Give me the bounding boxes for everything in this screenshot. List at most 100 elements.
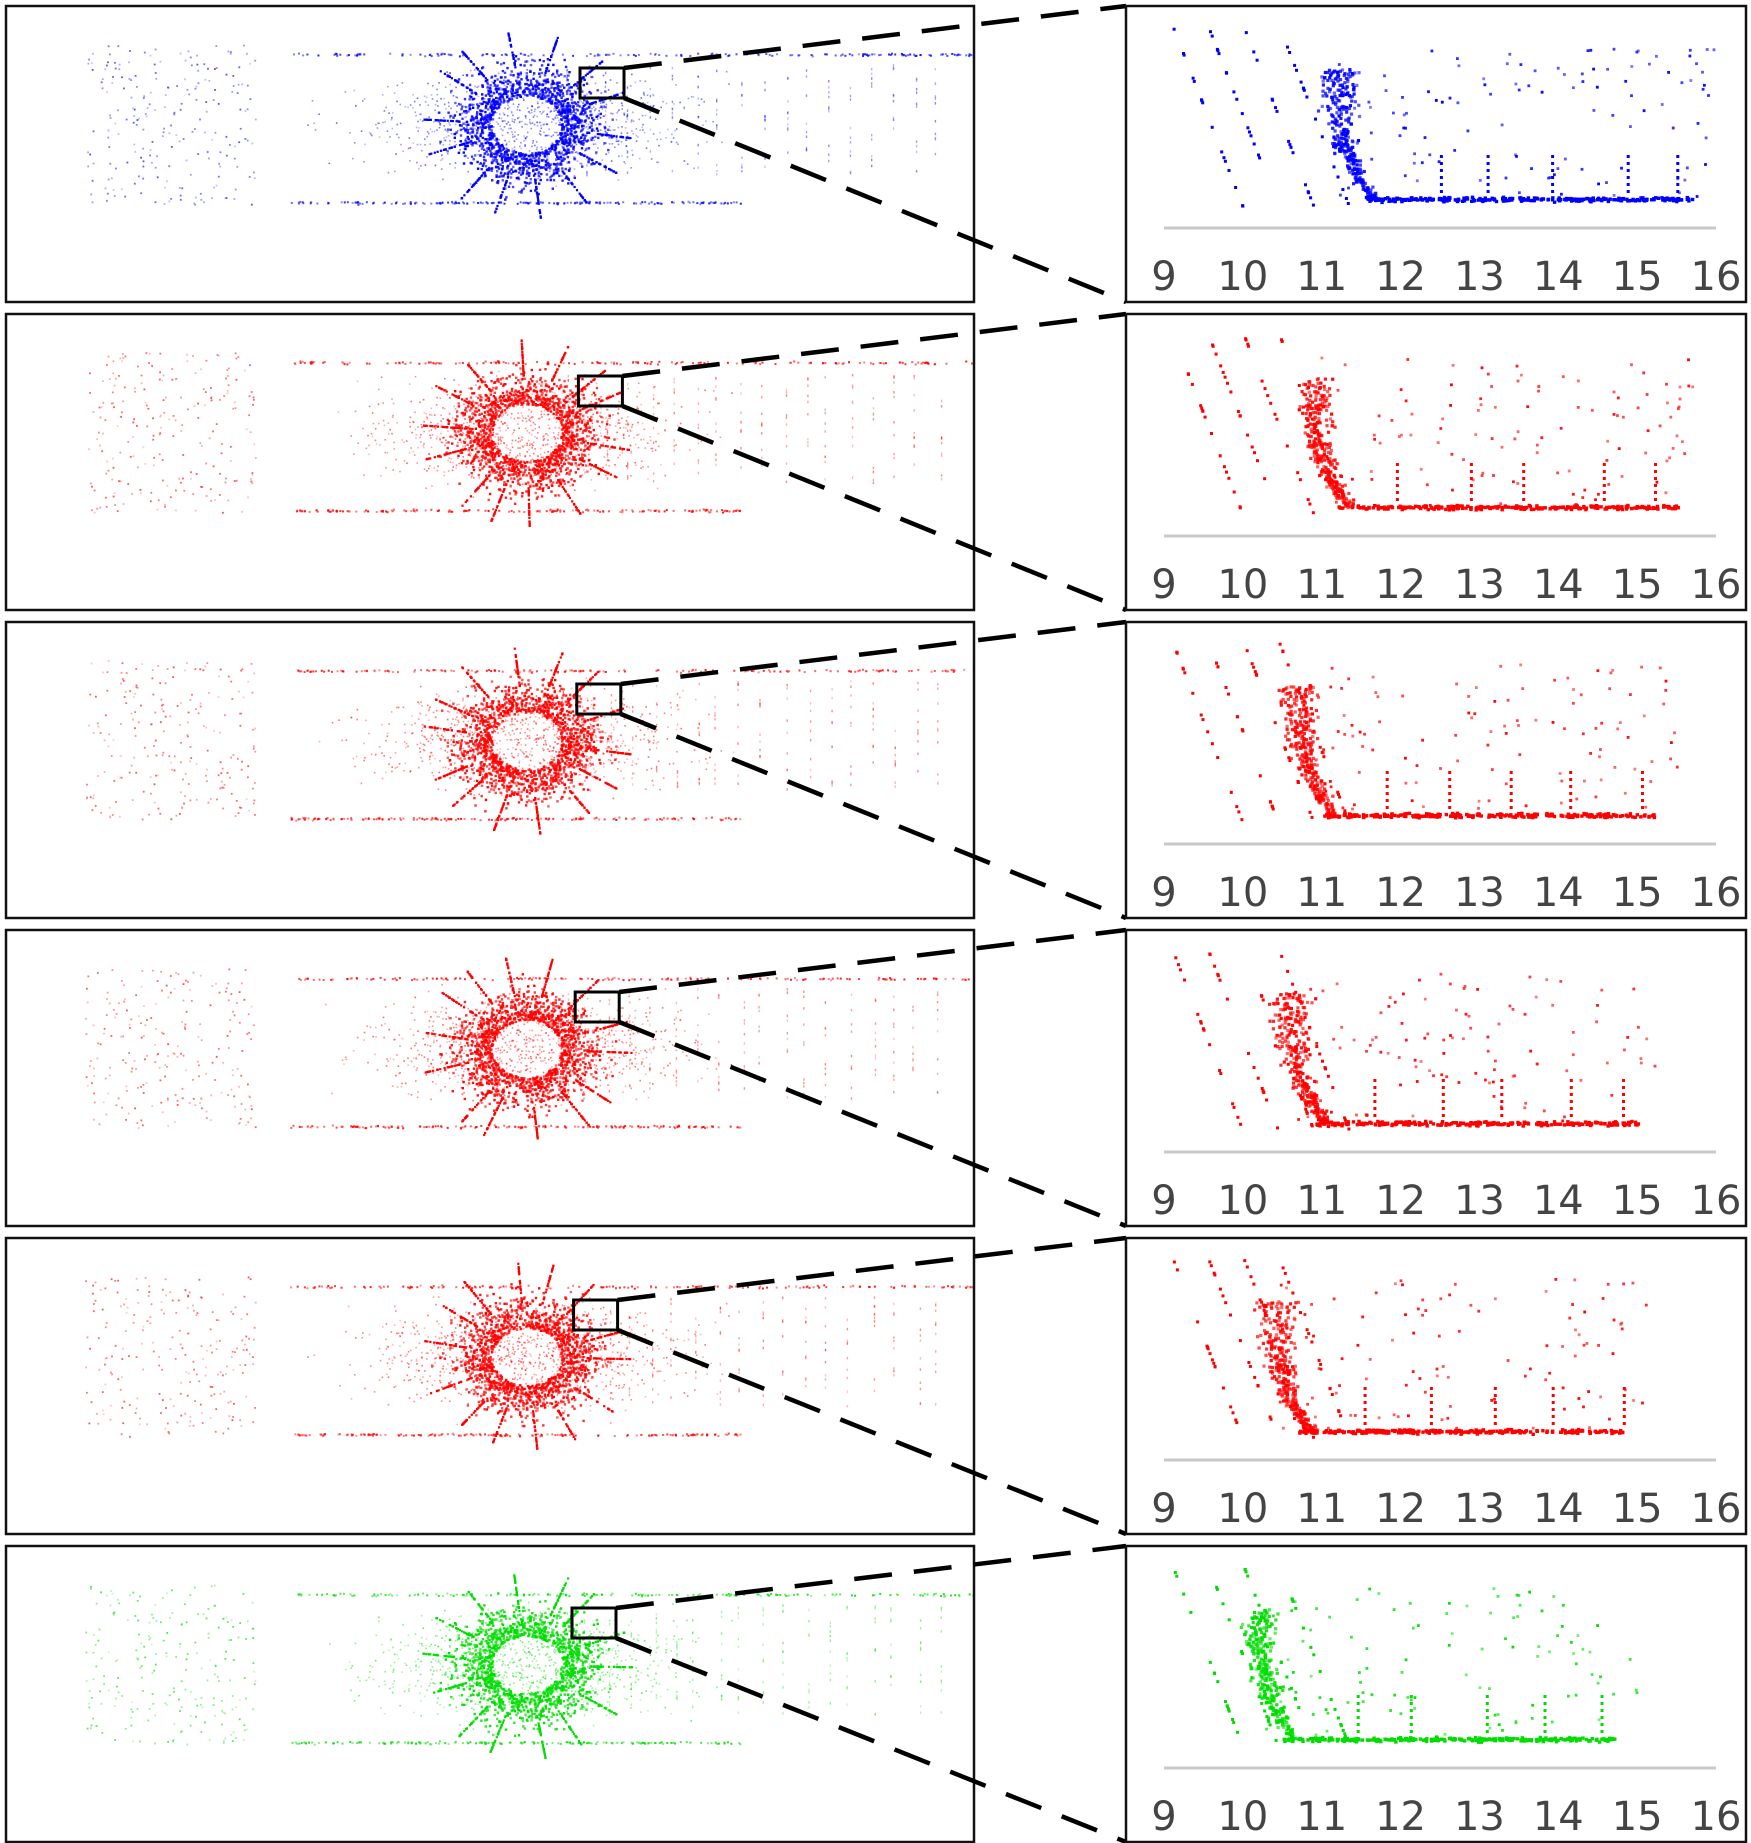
overview-point [536,155,538,158]
overview-point [578,105,581,107]
overview-point [467,157,469,159]
overview-point [173,111,176,114]
overview-point [596,53,599,56]
overview-point [516,390,519,393]
overview-point [482,75,486,78]
overview-point [583,108,586,111]
overview-point [455,111,458,113]
overview-point [527,166,531,170]
zoom-point [1508,52,1512,56]
zoom-point [1346,80,1350,84]
overview-point [542,158,545,162]
overview-point [413,100,416,103]
overview-point [594,135,597,138]
zoom-point [1323,76,1327,80]
overview-point [564,132,566,134]
overview-point [536,465,539,468]
overview-point [584,200,587,203]
overview-point [568,86,571,89]
overview-point [560,435,563,438]
overview-point [427,118,430,121]
overview-point [557,473,561,476]
overview-point [531,400,534,403]
overview-point [499,100,503,104]
overview-point [512,114,514,117]
overview-point [712,120,714,123]
overview-point [510,157,514,160]
overview-point [550,86,553,89]
overview-point [494,84,496,86]
overview-point [648,202,651,205]
overview-point [604,130,607,133]
overview-point [470,95,473,99]
overview-point [448,143,451,146]
overview-point [447,135,450,137]
overview-point [600,98,603,102]
overview-point [474,447,478,450]
overview-point [91,179,94,182]
overview-point [423,95,426,97]
zoom-point [1521,197,1526,201]
overview-point [528,154,532,158]
overview-point [554,151,557,154]
overview-point [566,105,568,108]
overview-point [494,157,497,160]
overview-point [901,54,904,57]
overview-point [509,157,512,159]
overview-point [188,93,191,96]
overview-point [484,79,488,83]
overview-point [539,130,542,132]
overview-point [450,77,453,80]
overview-point [508,37,511,40]
overview-point [430,55,433,58]
overview-point [573,126,576,129]
overview-point [468,83,472,87]
zoom-point [1326,70,1330,75]
overview-point [409,104,412,106]
overview-point [471,98,475,101]
overview-point [805,149,808,152]
overview-point [499,470,502,473]
overview-point [430,152,433,155]
overview-point [448,122,450,124]
overview-point [652,93,654,96]
overview-point [109,53,111,56]
overview-point [578,99,581,101]
zoom-point [1338,69,1342,73]
overview-point [708,202,711,205]
overview-point [548,147,551,150]
zoom-point [1349,112,1354,116]
overview-point [467,128,469,131]
overview-point [587,430,591,433]
zoom-point [1688,48,1692,52]
overview-point [486,168,489,171]
overview-point [526,69,529,71]
overview-point [501,134,504,137]
overview-point [913,53,916,56]
overview-point [550,102,553,105]
overview-point [576,87,580,90]
overview-point [462,162,466,165]
overview-point [205,110,208,113]
overview-point [569,141,572,144]
overview-point [454,123,457,126]
overview-point [574,136,577,139]
overview-point [502,173,506,177]
overview-point [478,420,482,423]
overview-point [504,181,507,185]
overview-point [518,80,521,82]
overview-point [101,78,104,81]
overview-point [567,445,570,448]
overview-point [649,150,652,153]
overview-point [620,135,623,137]
overview-point [589,137,592,139]
overview-point [565,149,568,153]
zoom-point [1540,90,1544,94]
zoom-point [1519,63,1523,66]
overview-point [605,103,608,106]
zoom-point [1345,85,1349,89]
overview-point [175,134,178,136]
zoom-point [1645,197,1649,201]
overview-point [495,103,498,106]
